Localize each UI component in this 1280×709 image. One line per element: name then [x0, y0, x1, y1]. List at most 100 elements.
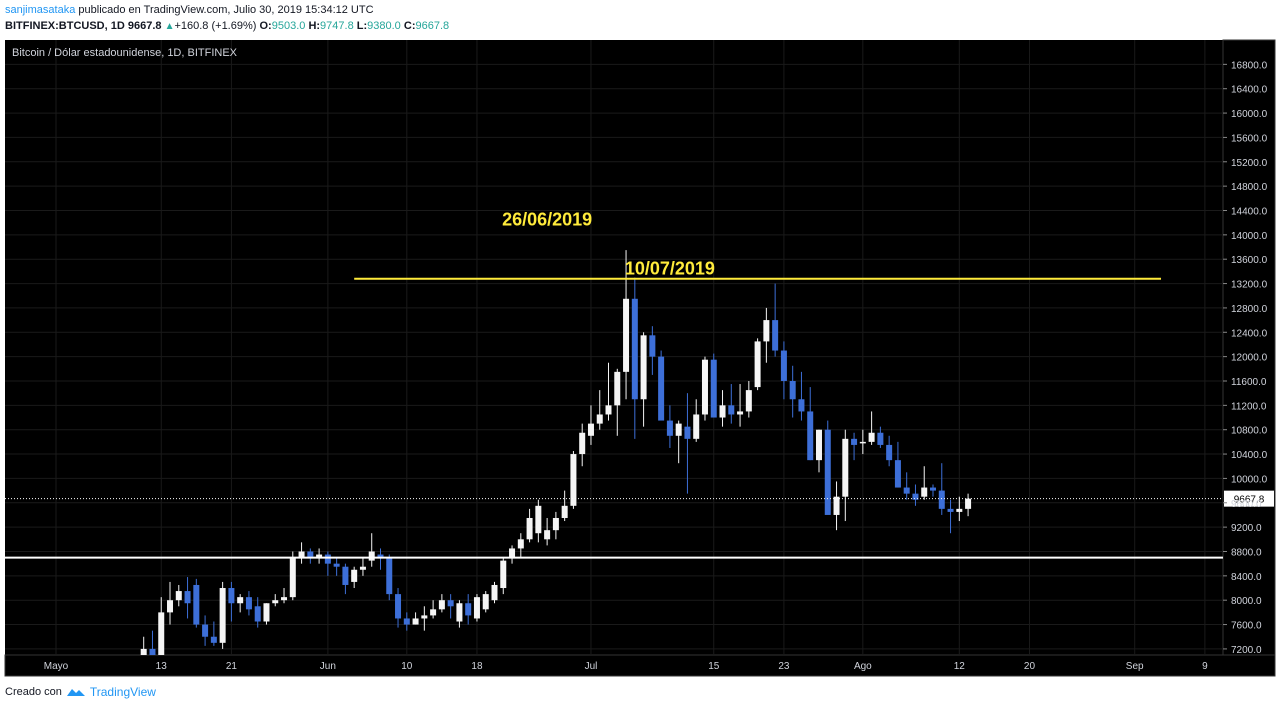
- y-tick-label: 11600.0: [1231, 377, 1267, 388]
- candle-body: [351, 569, 358, 582]
- x-tick-label: 23: [778, 661, 790, 672]
- candle-body: [666, 420, 673, 436]
- candle-body: [763, 320, 770, 342]
- candle-body: [210, 636, 217, 643]
- grid: [5, 40, 1223, 655]
- candle-body: [596, 414, 603, 424]
- ohlc-line: BITFINEX:BTCUSD, 1D 9667.8 ▲+160.8 (+1.6…: [5, 18, 449, 35]
- candlestick-chart[interactable]: 9667.8 26/06/2019 10/07/2019 7200.0 7600.0 8…: [0, 38, 1280, 678]
- candle-body: [526, 517, 533, 540]
- candle-body: [947, 508, 954, 512]
- y-tick-label: 11200.0: [1231, 401, 1267, 412]
- candle-body: [412, 618, 419, 625]
- published-text: publicado en TradingView.com, Julio 30, …: [78, 4, 374, 16]
- candle-body: [649, 335, 656, 357]
- footer-brand[interactable]: TradingView: [89, 685, 156, 699]
- y-tick-label: 14800.0: [1231, 182, 1268, 193]
- candle-body: [684, 426, 691, 439]
- candle-body: [430, 609, 437, 616]
- publish-line: sanjimasataka publicado en TradingView.c…: [5, 2, 449, 18]
- y-tick-label: 16800.0: [1231, 60, 1268, 71]
- y-tick-label: 10400.0: [1231, 450, 1268, 461]
- candle-body: [289, 557, 296, 598]
- y-axis-ticks: 7200.0 7600.0 8000.0 8400.0 8800.0 9200.0 9600…: [1223, 60, 1268, 656]
- candle-body: [789, 380, 796, 400]
- tradingview-logo-icon: [66, 689, 85, 696]
- chart-title: Bitcoin / Dólar estadounidense, 1D, BITF…: [12, 47, 238, 59]
- candle-body: [175, 591, 182, 601]
- candle-body: [903, 487, 910, 494]
- candle-body: [535, 505, 542, 534]
- date-annotation: 10/07/2019: [625, 258, 715, 278]
- y-tick-label: 8000.0: [1231, 596, 1262, 607]
- y-tick-label: 12000.0: [1231, 353, 1268, 364]
- candle-body: [193, 584, 200, 625]
- y-tick-label: 9600.0: [1231, 499, 1262, 510]
- time-axis[interactable]: [4, 654, 1276, 677]
- candle-body: [167, 600, 174, 613]
- chart-header: sanjimasataka publicado en TradingView.c…: [5, 2, 449, 35]
- candle-body: [456, 603, 463, 622]
- candle-body: [561, 505, 568, 518]
- y-tick-label: 12400.0: [1231, 328, 1268, 339]
- candle-body: [377, 554, 384, 558]
- y-tick-label: 12800.0: [1231, 304, 1268, 315]
- y-tick-label: 10000.0: [1231, 474, 1268, 485]
- x-tick-label: 13: [156, 661, 168, 672]
- y-tick-label: 16000.0: [1231, 109, 1268, 120]
- y-tick-label: 8400.0: [1231, 572, 1262, 583]
- low-value: 9380.0: [367, 20, 401, 32]
- date-annotation: 26/06/2019: [502, 210, 592, 230]
- candle-body: [324, 554, 331, 564]
- y-tick-label: 15600.0: [1231, 133, 1268, 144]
- open-label: O:: [259, 20, 272, 32]
- candle-body: [158, 612, 165, 655]
- plot-area[interactable]: [5, 40, 1223, 655]
- candle-body: [228, 588, 235, 604]
- candle-body: [219, 588, 226, 643]
- candle-body: [640, 335, 647, 400]
- candle-body: [745, 390, 752, 412]
- candle-body: [202, 624, 209, 637]
- candle-body: [780, 350, 787, 381]
- candle-body: [658, 356, 665, 421]
- candle-body: [772, 320, 779, 351]
- y-tick-label: 7600.0: [1231, 621, 1262, 632]
- candle-body: [605, 405, 612, 415]
- candle-body: [316, 554, 323, 558]
- y-tick-label: 13200.0: [1231, 280, 1268, 291]
- y-tick-label: 16400.0: [1231, 85, 1268, 96]
- candle-body: [921, 487, 928, 497]
- footer: Creado con TradingView: [5, 685, 156, 699]
- candle-body: [281, 597, 288, 601]
- candle-body: [833, 496, 840, 515]
- footer-prefix: Creado con: [5, 686, 62, 698]
- x-tick-label: Ago: [854, 661, 872, 672]
- candle-body: [272, 600, 279, 604]
- x-tick-label: 15: [708, 661, 720, 672]
- y-tick-label: 14400.0: [1231, 206, 1268, 217]
- candle-body: [237, 597, 244, 604]
- candle-body: [245, 597, 252, 610]
- price-axis[interactable]: [1222, 39, 1276, 656]
- low-label: L:: [356, 20, 368, 32]
- candle-body: [798, 399, 805, 412]
- candle-body: [851, 438, 858, 445]
- candle-body: [930, 487, 936, 491]
- author-link[interactable]: sanjimasataka: [5, 4, 76, 16]
- x-tick-label: Jun: [320, 661, 336, 672]
- candle-body: [877, 432, 884, 445]
- x-tick-label: 9: [1202, 661, 1208, 672]
- change-value: +160.8 (+1.69%): [174, 20, 257, 32]
- candle-body: [482, 594, 489, 610]
- y-tick-label: 15200.0: [1231, 158, 1268, 169]
- y-tick-label: 14000.0: [1231, 231, 1268, 242]
- candle-body: [570, 454, 577, 506]
- candle-body: [342, 566, 349, 585]
- candle-body: [614, 371, 621, 406]
- candle-body: [965, 498, 972, 509]
- candle-body: [675, 423, 682, 436]
- symbol-label: BITFINEX:BTCUSD, 1D: [5, 20, 125, 32]
- candle-body: [263, 603, 270, 622]
- x-tick-label: 12: [954, 661, 966, 672]
